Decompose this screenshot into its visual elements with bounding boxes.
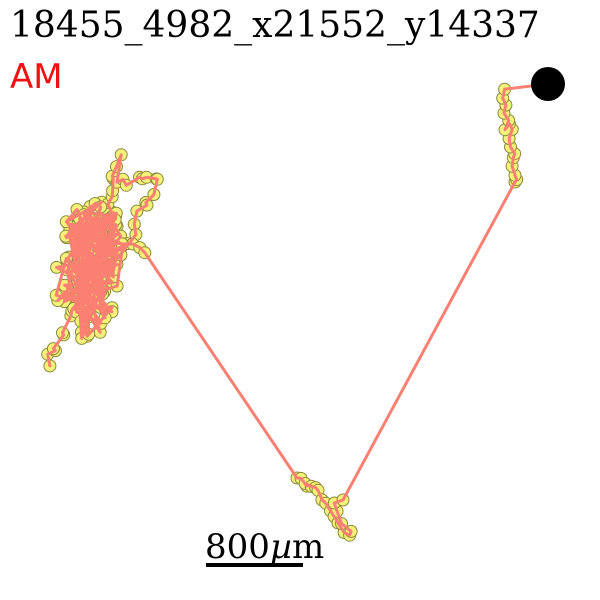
track-id-title: 18455_4982_x21552_y14337: [10, 5, 540, 46]
scale-bar-label: 800µm: [205, 528, 324, 566]
scale-bar-value: 800: [205, 527, 270, 567]
scale-bar-unit-prefix: µ: [269, 527, 293, 567]
end-position-marker: [531, 67, 565, 101]
trajectory-path: [46, 82, 550, 537]
scale-bar-unit-suffix: m: [292, 527, 325, 567]
phase-label: AM: [10, 57, 63, 97]
position-markers: [41, 77, 555, 542]
